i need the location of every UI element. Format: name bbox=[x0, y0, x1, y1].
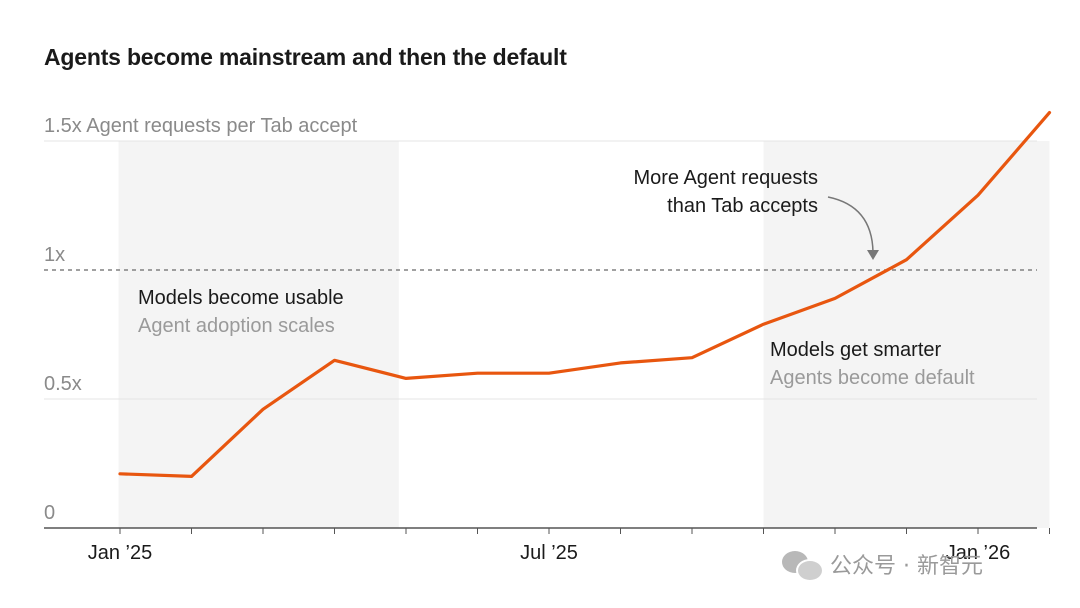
shaded-region-1 bbox=[118, 141, 399, 528]
annotation-arrowhead bbox=[867, 250, 879, 260]
annotation-arrow bbox=[827, 196, 874, 253]
region-label-1-subtitle: Agent adoption scales bbox=[138, 315, 335, 337]
region-label-2-title: Models get smarter bbox=[770, 339, 942, 361]
watermark: 公众号 · 新智元 bbox=[782, 548, 983, 582]
shaded-region-2 bbox=[763, 141, 1050, 528]
x-tick-label: Jan ’25 bbox=[88, 542, 153, 564]
watermark-text: 公众号 · 新智元 bbox=[830, 554, 983, 579]
chart-title: Agents become mainstream and then the de… bbox=[44, 44, 567, 70]
region-label-1-title: Models become usable bbox=[138, 287, 344, 309]
annotation-text-line-1: More Agent requests bbox=[633, 167, 818, 189]
y-tick-label: 1.5x Agent requests per Tab accept bbox=[44, 115, 358, 137]
y-tick-label: 0.5x bbox=[44, 373, 82, 395]
x-tick-label: Jul ’25 bbox=[520, 542, 578, 564]
y-tick-label: 0 bbox=[44, 502, 55, 524]
series-line bbox=[118, 111, 1052, 478]
region-label-2-subtitle: Agents become default bbox=[770, 367, 975, 389]
y-tick-label: 1x bbox=[44, 244, 65, 266]
wechat-icon bbox=[782, 549, 824, 582]
annotation-text-line-2: than Tab accepts bbox=[667, 195, 818, 217]
x-tick-label: Jan ’26 bbox=[946, 542, 1011, 564]
